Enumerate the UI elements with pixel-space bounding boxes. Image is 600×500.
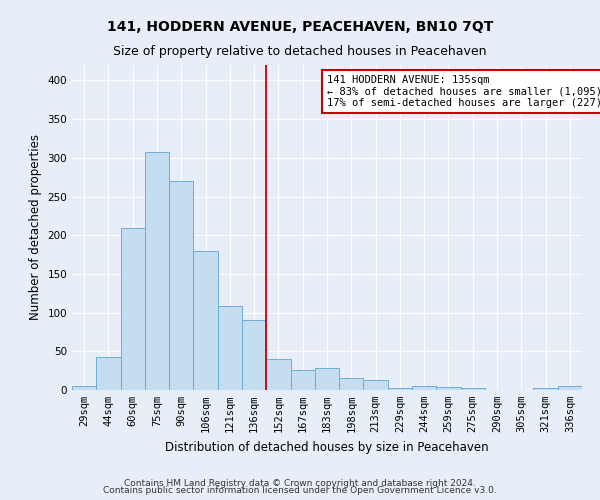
Bar [290, 370, 315, 390]
Bar [315, 368, 339, 390]
Bar [218, 306, 242, 390]
Bar [193, 250, 218, 390]
Bar [72, 386, 96, 390]
X-axis label: Distribution of detached houses by size in Peacehaven: Distribution of detached houses by size … [165, 440, 489, 454]
Bar [121, 228, 145, 390]
Bar [436, 387, 461, 390]
Bar [412, 386, 436, 390]
Bar [242, 320, 266, 390]
Bar [339, 378, 364, 390]
Bar [388, 388, 412, 390]
Bar [266, 359, 290, 390]
Text: Contains public sector information licensed under the Open Government Licence v3: Contains public sector information licen… [103, 486, 497, 495]
Bar [145, 152, 169, 390]
Text: 141, HODDERN AVENUE, PEACEHAVEN, BN10 7QT: 141, HODDERN AVENUE, PEACEHAVEN, BN10 7Q… [107, 20, 493, 34]
Bar [558, 386, 582, 390]
Bar [96, 356, 121, 390]
Text: 141 HODDERN AVENUE: 135sqm
← 83% of detached houses are smaller (1,095)
17% of s: 141 HODDERN AVENUE: 135sqm ← 83% of deta… [327, 74, 600, 108]
Text: Contains HM Land Registry data © Crown copyright and database right 2024.: Contains HM Land Registry data © Crown c… [124, 478, 476, 488]
Bar [364, 380, 388, 390]
Y-axis label: Number of detached properties: Number of detached properties [29, 134, 42, 320]
Text: Size of property relative to detached houses in Peacehaven: Size of property relative to detached ho… [113, 45, 487, 58]
Bar [461, 388, 485, 390]
Bar [169, 181, 193, 390]
Bar [533, 388, 558, 390]
